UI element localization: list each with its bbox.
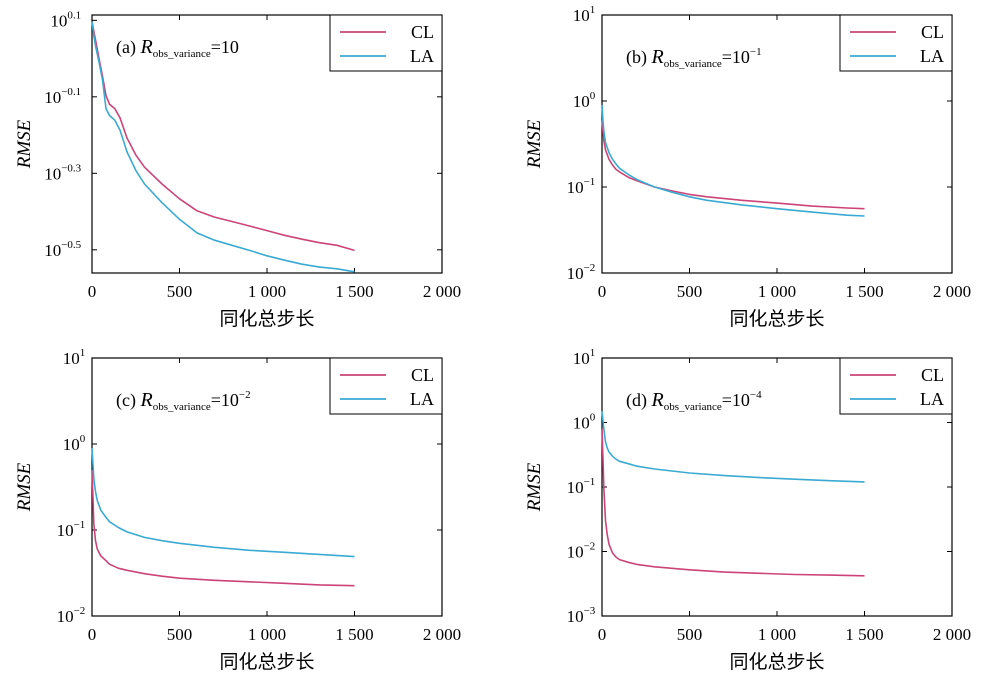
legend-label-cl: CL	[921, 22, 944, 42]
y-tick-label: 10	[573, 414, 590, 433]
y-tick-label: 10	[567, 607, 584, 626]
y-axis-label: RMSE	[14, 462, 35, 512]
x-tick-label: 500	[677, 625, 703, 644]
x-tick-label: 1 500	[845, 625, 883, 644]
panel-annotation: (d) Robs_variance=10−4	[626, 389, 762, 413]
y-tick-label: 10	[573, 92, 590, 111]
y-axis-label: RMSE	[14, 119, 35, 169]
x-tick-label: 500	[167, 625, 193, 644]
x-tick-label: 1 500	[335, 282, 373, 301]
legend-label-la: LA	[410, 46, 434, 66]
y-tick-label: 10	[57, 521, 74, 540]
y-tick-exponent: −1	[584, 176, 596, 188]
y-tick-exponent: 0.1	[67, 9, 81, 21]
legend-box	[329, 14, 443, 72]
legend-label-la: LA	[410, 389, 434, 409]
y-tick-label: 10	[50, 11, 67, 30]
x-tick-label: 1 000	[758, 282, 796, 301]
legend-box	[329, 357, 443, 415]
x-axis-label: 同化总步长	[219, 651, 314, 673]
y-tick-label: 10	[567, 543, 584, 562]
y-tick-exponent: 1	[590, 347, 596, 359]
y-tick-exponent: −0.1	[61, 86, 81, 98]
y-tick-label: 10	[567, 178, 584, 197]
series-line-cl	[91, 469, 355, 587]
series-line-cl	[601, 428, 865, 577]
panel-annotation: (c) Robs_variance=10−2	[116, 389, 251, 413]
x-tick-label: 2 000	[423, 625, 461, 644]
legend-label-cl: CL	[411, 22, 434, 42]
y-tick-exponent: 0	[80, 433, 86, 445]
y-tick-exponent: 0	[590, 412, 596, 424]
legend-label-cl: CL	[411, 365, 434, 385]
x-tick-label: 2 000	[933, 282, 971, 301]
x-tick-label: 500	[167, 282, 193, 301]
series-line-la	[91, 21, 355, 273]
x-tick-label: 1 000	[248, 625, 286, 644]
y-tick-label: 10	[63, 349, 80, 368]
y-tick-exponent: 0	[590, 90, 596, 102]
y-tick-label: 10	[567, 478, 584, 497]
y-tick-label: 10	[573, 6, 590, 25]
panel-annotation: (a) Robs_variance=10	[116, 36, 239, 60]
series-line-la	[601, 411, 865, 483]
x-tick-label: 1 500	[335, 625, 373, 644]
x-tick-label: 1 500	[845, 282, 883, 301]
x-axis-label: 同化总步长	[219, 308, 314, 330]
y-tick-exponent: 1	[80, 347, 86, 359]
series-line-la	[91, 447, 355, 558]
y-tick-label: 10	[573, 349, 590, 368]
y-tick-exponent: 1	[590, 4, 596, 16]
x-tick-label: 500	[677, 282, 703, 301]
series-line-cl	[601, 120, 865, 210]
x-axis-label: 同化总步长	[729, 651, 824, 673]
panel-annotation: (b) Robs_variance=10−1	[626, 46, 762, 70]
y-tick-label: 10	[44, 241, 61, 260]
series-line-la	[601, 104, 865, 217]
y-tick-label: 10	[44, 164, 61, 183]
y-tick-label: 10	[567, 264, 584, 283]
y-tick-exponent: −1	[74, 519, 86, 531]
y-tick-exponent: −2	[584, 262, 596, 274]
y-tick-exponent: −1	[584, 476, 596, 488]
y-tick-label: 10	[44, 88, 61, 107]
legend-label-la: LA	[920, 46, 944, 66]
y-tick-exponent: −0.5	[61, 239, 81, 251]
x-tick-label: 2 000	[423, 282, 461, 301]
y-tick-exponent: −0.3	[61, 162, 81, 174]
x-tick-label: 0	[598, 282, 607, 301]
y-axis-label: RMSE	[524, 462, 545, 512]
x-axis-label: 同化总步长	[729, 308, 824, 330]
y-tick-exponent: −2	[584, 541, 596, 553]
x-tick-label: 2 000	[933, 625, 971, 644]
legend-label-la: LA	[920, 389, 944, 409]
legend-box	[839, 14, 953, 72]
y-tick-label: 10	[63, 435, 80, 454]
x-tick-label: 0	[598, 625, 607, 644]
y-axis-label: RMSE	[524, 119, 545, 169]
y-tick-exponent: −3	[584, 605, 596, 617]
x-tick-label: 1 000	[758, 625, 796, 644]
x-tick-label: 0	[88, 625, 97, 644]
y-tick-label: 10	[57, 607, 74, 626]
legend-box	[839, 357, 953, 415]
x-tick-label: 1 000	[248, 282, 286, 301]
x-tick-label: 0	[88, 282, 97, 301]
y-tick-exponent: −2	[74, 605, 86, 617]
legend-label-cl: CL	[921, 365, 944, 385]
